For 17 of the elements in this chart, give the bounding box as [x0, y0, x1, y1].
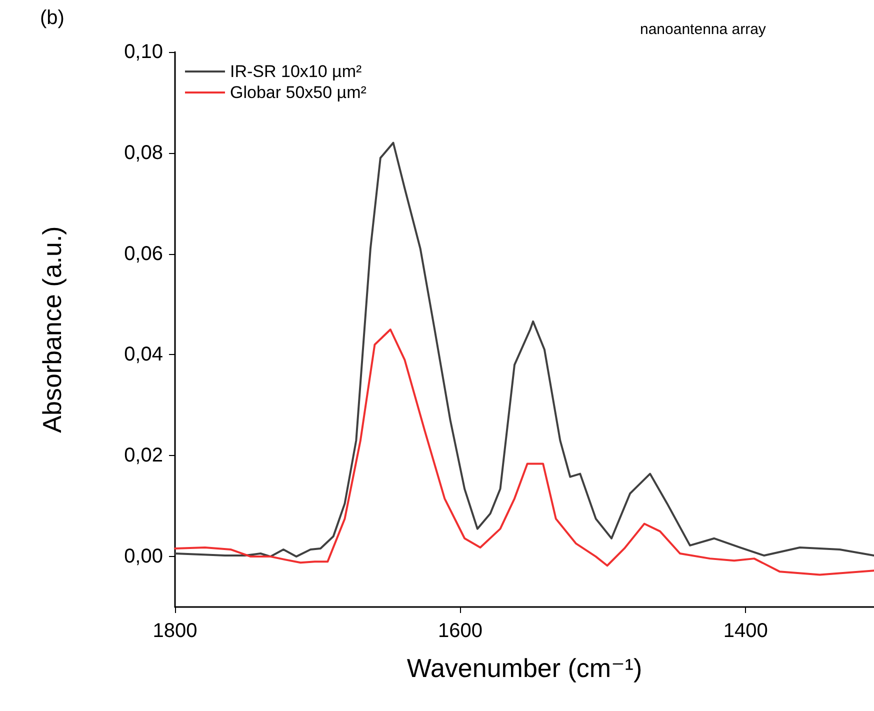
y-axis-title: Absorbance (a.u.) [37, 226, 67, 433]
legend-label: Globar 50x50 µm² [230, 83, 367, 102]
legend-label: IR-SR 10x10 µm² [230, 62, 362, 81]
x-axis-title: Wavenumber (cm⁻¹) [406, 653, 642, 683]
x-tick-label: 1400 [723, 620, 768, 642]
y-tick-label: 0,04 [124, 344, 163, 366]
y-tick-label: 0,10 [124, 41, 163, 63]
text: nanoantenna array [640, 21, 766, 38]
x-tick-label: 1600 [438, 620, 483, 642]
line-series [174, 142, 874, 558]
y-tick-label: 0,00 [124, 546, 163, 568]
line-series [174, 328, 874, 576]
y-tick-label: 0,06 [124, 242, 163, 265]
y-tick-label: 0,08 [124, 142, 163, 164]
text: (b) [40, 7, 64, 29]
y-tick-label: 0,02 [124, 444, 163, 467]
x-tick-label: 1800 [152, 620, 198, 642]
